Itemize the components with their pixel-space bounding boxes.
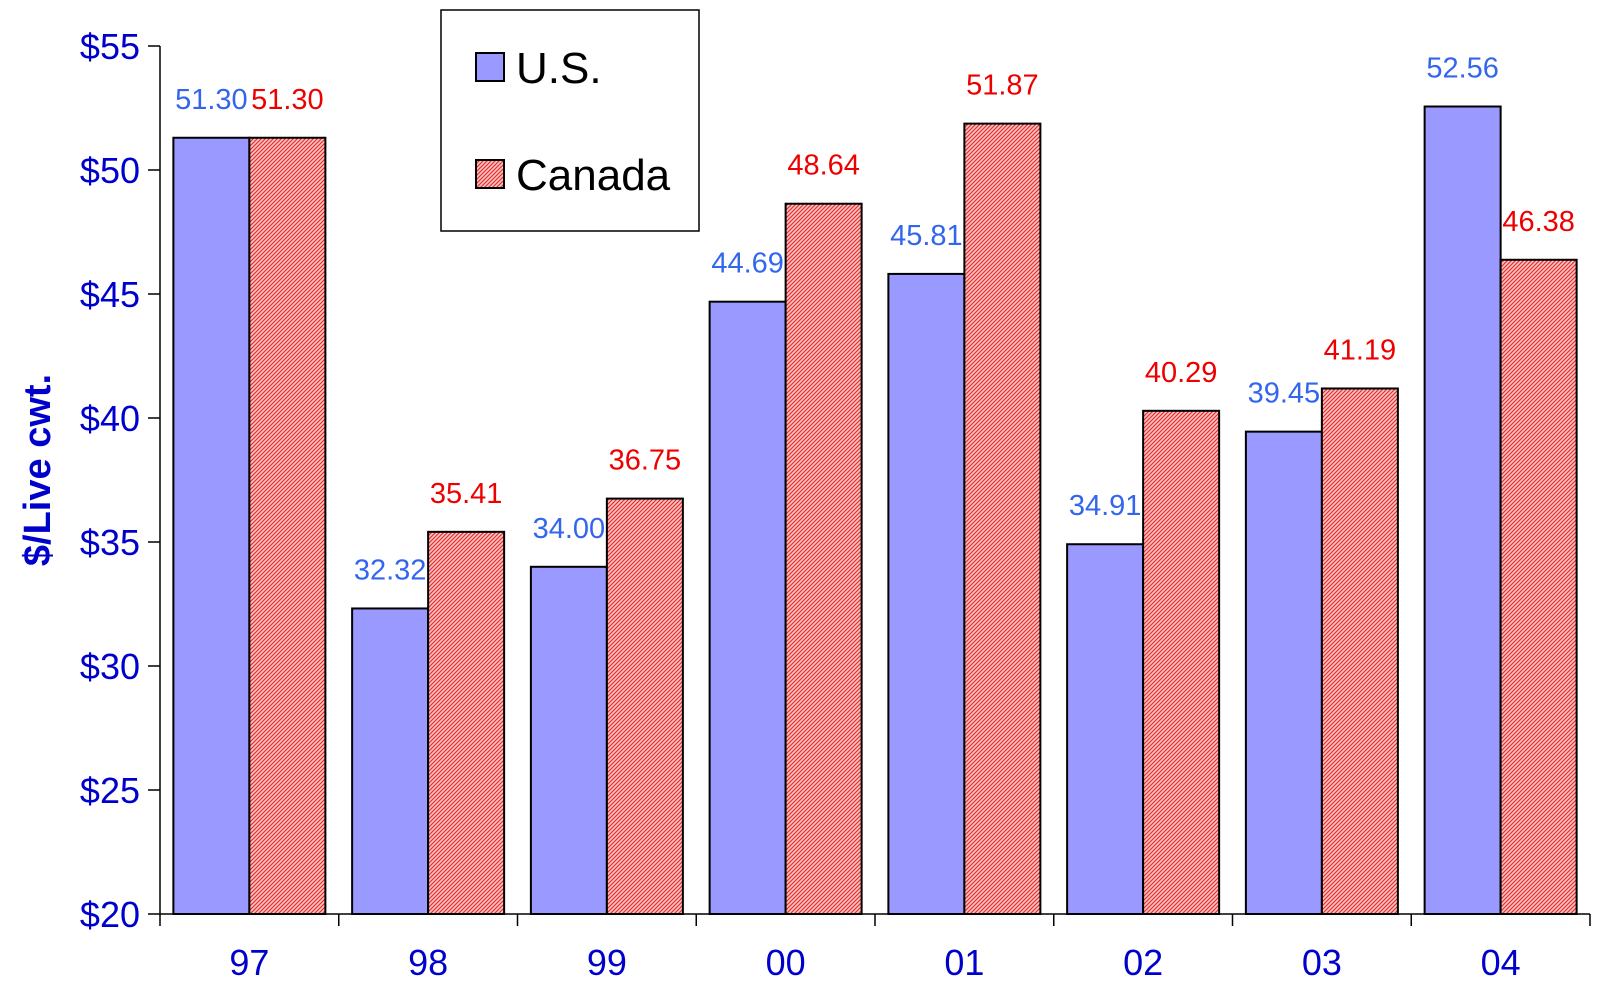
bar-us bbox=[1066, 543, 1145, 915]
bar-us bbox=[708, 300, 787, 915]
x-tick-label: 03 bbox=[1302, 942, 1342, 983]
data-label-us: 32.32 bbox=[354, 554, 427, 586]
x-tick-label: 99 bbox=[587, 942, 627, 983]
bar-canada bbox=[605, 497, 684, 915]
y-tick-label: $50 bbox=[80, 150, 140, 191]
data-label-us: 34.00 bbox=[533, 513, 606, 545]
y-tick-label: $20 bbox=[80, 894, 140, 935]
data-label-canada: 48.64 bbox=[787, 150, 860, 182]
data-label-us: 34.91 bbox=[1069, 490, 1142, 522]
data-label-us: 45.81 bbox=[890, 220, 963, 252]
legend-label-canada: Canada bbox=[516, 151, 671, 200]
legend: U.S. Canada bbox=[440, 9, 700, 232]
y-tick-label: $45 bbox=[80, 274, 140, 315]
bars bbox=[172, 105, 1578, 916]
x-tick-label: 97 bbox=[229, 942, 269, 983]
data-label-canada: 36.75 bbox=[609, 445, 682, 477]
data-label-canada: 51.87 bbox=[966, 70, 1039, 102]
data-label-us: 52.56 bbox=[1426, 53, 1499, 85]
data-label-us: 44.69 bbox=[711, 248, 784, 280]
bar-canada bbox=[1499, 258, 1578, 915]
y-axis-label: $/Live cwt. bbox=[17, 374, 59, 566]
x-tick-label: 00 bbox=[766, 942, 806, 983]
legend-box bbox=[440, 9, 700, 232]
data-labels: 51.30 32.32 34.00 44.69 45.81 34.91 39.45 52.56… bbox=[175, 53, 1575, 587]
bar-canada bbox=[1320, 387, 1399, 916]
bar-us bbox=[887, 272, 966, 915]
y-tick-label: $30 bbox=[80, 646, 140, 687]
x-tick-label: 04 bbox=[1481, 942, 1521, 983]
bar-canada bbox=[784, 202, 863, 915]
data-label-canada: 41.19 bbox=[1324, 334, 1397, 366]
bar-canada bbox=[248, 136, 327, 915]
x-tick-label: 02 bbox=[1123, 942, 1163, 983]
legend-label-us: U.S. bbox=[516, 44, 602, 93]
axes: $20 $25 $30 $35 $40 $45 $50 $55 97 98 99 00 01 02 03 04 bbox=[80, 26, 1591, 983]
y-tick-label: $55 bbox=[80, 26, 140, 67]
bar-canada bbox=[963, 122, 1042, 915]
data-label-canada: 51.30 bbox=[251, 84, 324, 116]
y-tick-label: $25 bbox=[80, 770, 140, 811]
bar-canada bbox=[1142, 409, 1221, 915]
y-tick-label: $40 bbox=[80, 398, 140, 439]
bar-us bbox=[351, 607, 430, 915]
bar-us bbox=[1244, 430, 1323, 915]
bar-us bbox=[172, 136, 251, 915]
data-label-us: 39.45 bbox=[1248, 378, 1321, 410]
data-label-canada: 40.29 bbox=[1145, 357, 1218, 389]
y-tick-label: $35 bbox=[80, 522, 140, 563]
bar-canada bbox=[427, 530, 506, 915]
x-tick-label: 98 bbox=[408, 942, 448, 983]
legend-swatch-canada bbox=[475, 159, 505, 189]
legend-swatch-us bbox=[475, 52, 505, 82]
bar-us bbox=[529, 565, 608, 915]
bar-us bbox=[1423, 105, 1502, 915]
data-label-us: 51.30 bbox=[175, 84, 248, 116]
data-label-canada: 35.41 bbox=[430, 478, 503, 510]
x-tick-label: 01 bbox=[944, 942, 984, 983]
data-label-canada: 46.38 bbox=[1502, 206, 1575, 238]
